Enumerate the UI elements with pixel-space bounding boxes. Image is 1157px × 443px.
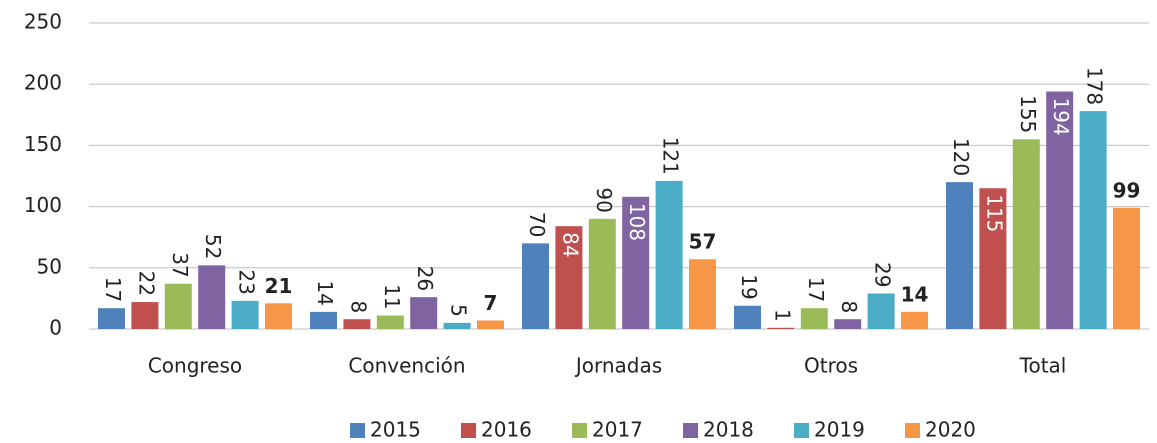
data-label: 1 (770, 309, 794, 322)
bar (477, 320, 504, 329)
bar (265, 303, 292, 329)
legend-label: 2018 (703, 418, 754, 442)
data-label: 52 (201, 234, 225, 259)
legend-label: 2019 (814, 418, 865, 442)
bar (689, 259, 716, 329)
data-label: 17 (804, 277, 828, 302)
data-label: 29 (871, 262, 895, 287)
bar (734, 305, 761, 329)
data-label: 90 (592, 187, 616, 212)
bar (946, 182, 973, 329)
y-tick-label: 50 (37, 254, 62, 278)
bar (800, 308, 828, 329)
legend-swatch (905, 423, 920, 438)
bar (901, 311, 928, 329)
data-label: 23 (235, 269, 259, 294)
y-tick-label: 100 (24, 193, 62, 217)
data-label: 8 (346, 300, 370, 313)
bar (198, 265, 226, 329)
data-label: 8 (837, 300, 861, 313)
bar (588, 218, 616, 329)
bar (1079, 111, 1107, 330)
bar (443, 322, 471, 329)
legend-swatch (461, 423, 476, 438)
data-label: 108 (625, 203, 649, 241)
data-label: 19 (737, 274, 761, 299)
bar (767, 327, 795, 329)
legend-label: 2015 (370, 418, 421, 442)
data-label: 57 (689, 230, 717, 254)
bar (834, 319, 862, 329)
legend-label: 2020 (925, 418, 976, 442)
bar (343, 319, 371, 329)
data-label: 121 (659, 137, 683, 175)
bar (655, 180, 683, 329)
x-tick-label: Otros (804, 354, 858, 378)
bar (867, 293, 895, 329)
x-tick-label: Jornadas (574, 354, 662, 378)
data-label: 14 (901, 282, 929, 306)
data-label: 11 (380, 284, 404, 309)
bar (1046, 91, 1074, 329)
y-tick-label: 150 (24, 132, 62, 156)
bar (231, 300, 259, 329)
data-label: 14 (313, 280, 337, 305)
data-label: 120 (949, 138, 973, 176)
data-label: 115 (982, 194, 1006, 232)
data-label: 22 (134, 271, 158, 296)
bar (98, 308, 125, 329)
data-label: 26 (413, 266, 437, 291)
y-tick-label: 0 (49, 316, 62, 340)
bar (1113, 207, 1140, 329)
data-label: 194 (1049, 98, 1073, 136)
legend-swatch (350, 423, 365, 438)
bar (1012, 139, 1040, 329)
legend-label: 2017 (592, 418, 643, 442)
bar (979, 188, 1007, 329)
legend-label: 2016 (481, 418, 532, 442)
data-label: 178 (1083, 67, 1107, 105)
bar (376, 315, 404, 329)
data-label: 7 (484, 291, 498, 315)
data-label: 70 (525, 212, 549, 237)
legend-swatch (572, 423, 587, 438)
y-tick-label: 200 (24, 71, 62, 95)
x-tick-label: Convención (348, 354, 465, 378)
bar (555, 226, 583, 329)
data-label: 99 (1113, 178, 1141, 202)
legend-swatch (794, 423, 809, 438)
data-label: 17 (101, 277, 125, 302)
bar (522, 243, 549, 329)
data-label: 37 (168, 252, 192, 277)
data-label: 5 (447, 304, 471, 317)
data-label: 84 (558, 232, 582, 257)
data-label: 155 (1016, 95, 1040, 133)
bar (410, 297, 438, 329)
data-label: 21 (265, 274, 293, 298)
bar (131, 302, 159, 329)
bar (622, 196, 650, 329)
x-tick-label: Total (1019, 354, 1067, 378)
y-tick-label: 250 (24, 10, 62, 34)
x-tick-label: Congreso (148, 354, 242, 378)
legend-swatch (683, 423, 698, 438)
bar (310, 311, 337, 329)
bar (164, 283, 192, 329)
